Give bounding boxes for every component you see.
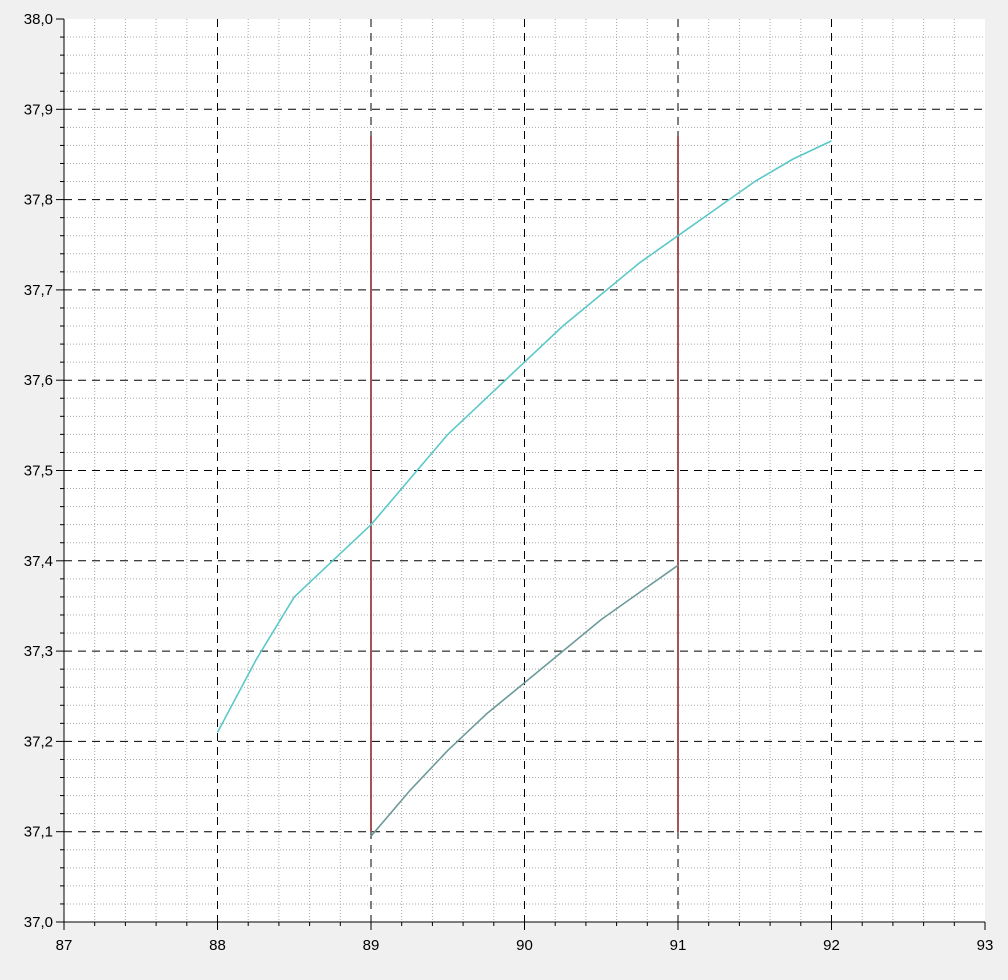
y-tick-label: 37,0 [24,914,53,931]
x-tick-label: 90 [516,937,533,954]
series-group [216,140,832,837]
y-tick-label: 37,9 [24,101,53,118]
upper-curve-line [216,140,832,733]
x-tick-label: 92 [823,937,840,954]
y-tick-label: 37,4 [24,553,53,570]
y-tick-label: 37,1 [24,824,53,841]
y-tick-label: 37,7 [24,282,53,299]
lower-curve-line [370,564,679,837]
x-tick-label: 93 [977,937,994,954]
y-tick-label: 37,5 [24,463,53,480]
y-tick-label: 37,6 [24,372,53,389]
y-tick-label: 37,2 [24,733,53,750]
y-tick-label: 38,0 [24,11,53,28]
x-tick-label: 91 [670,937,687,954]
x-tick-labels: 87 88 89 90 91 92 93 [56,937,994,954]
x-tick-label: 89 [363,937,380,954]
vertical-markers [370,136,679,832]
axes [56,18,986,930]
x-tick-label: 88 [209,937,226,954]
y-tick-label: 37,8 [24,192,53,209]
x-tick-label: 87 [56,937,73,954]
y-tick-label: 37,3 [24,643,53,660]
y-tick-labels: 37,0 37,1 37,2 37,3 37,4 37,5 37,6 37,7 37,8 37,9… [24,11,53,931]
